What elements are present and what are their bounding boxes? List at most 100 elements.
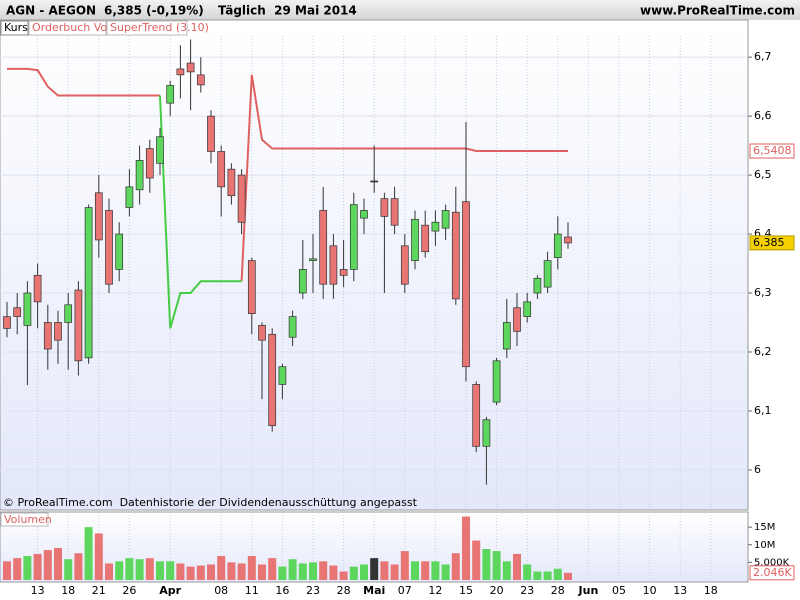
candle-body [105, 210, 113, 285]
candle-body [84, 207, 93, 359]
candle-body [64, 304, 73, 323]
supertrend-line [7, 67, 568, 282]
candle-body [227, 168, 236, 197]
tab[interactable]: Kurs [4, 21, 28, 34]
volume-bar [451, 553, 460, 580]
volume-bar [431, 561, 440, 580]
candle-body [309, 258, 317, 261]
volume-bar [3, 561, 11, 580]
candle-body [54, 322, 62, 341]
x-tick-label: 23 [520, 584, 534, 597]
volume-bar [349, 566, 358, 580]
volume-bar [564, 572, 572, 580]
tab-box[interactable] [106, 20, 188, 36]
volume-bar [176, 563, 185, 580]
tab[interactable]: Orderbuch Vol. [32, 21, 114, 34]
x-tick-label: 21 [92, 584, 106, 597]
x-tick-label: 26 [122, 584, 136, 597]
volume-bar [298, 563, 307, 580]
x-tick-label: 05 [612, 584, 626, 597]
x-tick-label: Jun [578, 584, 599, 597]
candle-body [74, 289, 83, 362]
volume-bar [43, 550, 52, 580]
volume-bar [74, 553, 83, 580]
candle-body [370, 180, 379, 183]
x-tick-label: 18 [704, 584, 718, 597]
candle-body [258, 325, 266, 341]
instrument-title: AGN - AEGON [6, 4, 96, 18]
candle-body [43, 322, 52, 350]
candle-body [319, 210, 328, 285]
volume-bar [54, 547, 62, 580]
candle-body [207, 115, 215, 152]
x-tick-label: 23 [306, 584, 320, 597]
x-tick-label: 13 [673, 584, 687, 597]
volume-bar [533, 571, 542, 580]
volume-bar [186, 566, 195, 580]
y-tick-label: 6,1 [754, 404, 772, 417]
candle-body [451, 211, 460, 300]
volume-bar [543, 571, 552, 580]
tab-box[interactable] [0, 512, 49, 527]
candle-body [247, 260, 256, 314]
x-tick-label: 15 [459, 584, 473, 597]
volume-tag-label: 2.046K [753, 566, 792, 579]
candle-body [268, 333, 277, 427]
candle-body [390, 198, 399, 226]
volume-bar [156, 561, 164, 580]
tab[interactable]: SuperTrend (3.10) [110, 21, 209, 34]
volume-bar [105, 563, 113, 580]
tab-box[interactable] [0, 20, 29, 36]
footnote: © ProRealTime.com Datenhistorie der Divi… [3, 496, 418, 509]
x-tick-label: Mai [363, 584, 385, 597]
candle-body [482, 419, 491, 447]
candle-body [564, 236, 572, 244]
volume-bar [268, 558, 277, 580]
candle-body [380, 198, 389, 217]
volume-bar [513, 553, 521, 580]
volume-bar [237, 563, 246, 580]
candle-body [400, 245, 409, 285]
x-tick-label: 18 [61, 584, 75, 597]
volume-title[interactable]: Volumen [4, 513, 52, 526]
y-tick-label: 6,6 [754, 109, 772, 122]
volume-bar [370, 558, 379, 580]
candle-body [217, 151, 226, 188]
volume-bar [227, 562, 236, 580]
candle-body [462, 201, 470, 368]
volume-bar [288, 559, 297, 580]
x-tick-label: 07 [398, 584, 412, 597]
candle-body [3, 316, 11, 329]
volume-bar [145, 558, 154, 580]
supertrend-tag [749, 143, 795, 159]
candle-body [411, 218, 419, 261]
volume-bar [94, 533, 103, 580]
candle-body [186, 62, 195, 73]
grid [0, 36, 748, 582]
volume-tick-label: 15M [754, 522, 775, 533]
volume-bar [492, 551, 501, 580]
candle-body [329, 245, 338, 285]
candle-body [431, 221, 440, 232]
volume-tick-label: 10M [754, 540, 775, 551]
candle-body [533, 277, 542, 294]
volume-bar [400, 551, 409, 580]
tab-box[interactable] [28, 20, 107, 36]
candle-body [421, 224, 430, 253]
interval: Täglich 29 Mai 2014 [218, 4, 357, 18]
volume-bar [258, 564, 266, 580]
volume-bar [482, 548, 491, 580]
x-tick-label: Apr [159, 584, 181, 597]
volume-bar [339, 571, 348, 580]
y-tick-label: 6,7 [754, 50, 772, 63]
volume-bar [135, 559, 144, 580]
candle-body [237, 174, 246, 223]
volume-bar [329, 565, 338, 580]
candle-body [288, 316, 297, 338]
volume-bar [247, 556, 256, 580]
price-tag [749, 235, 795, 251]
volume-bar [207, 564, 215, 580]
x-tick-label: 08 [214, 584, 228, 597]
volume-bar [166, 561, 175, 580]
